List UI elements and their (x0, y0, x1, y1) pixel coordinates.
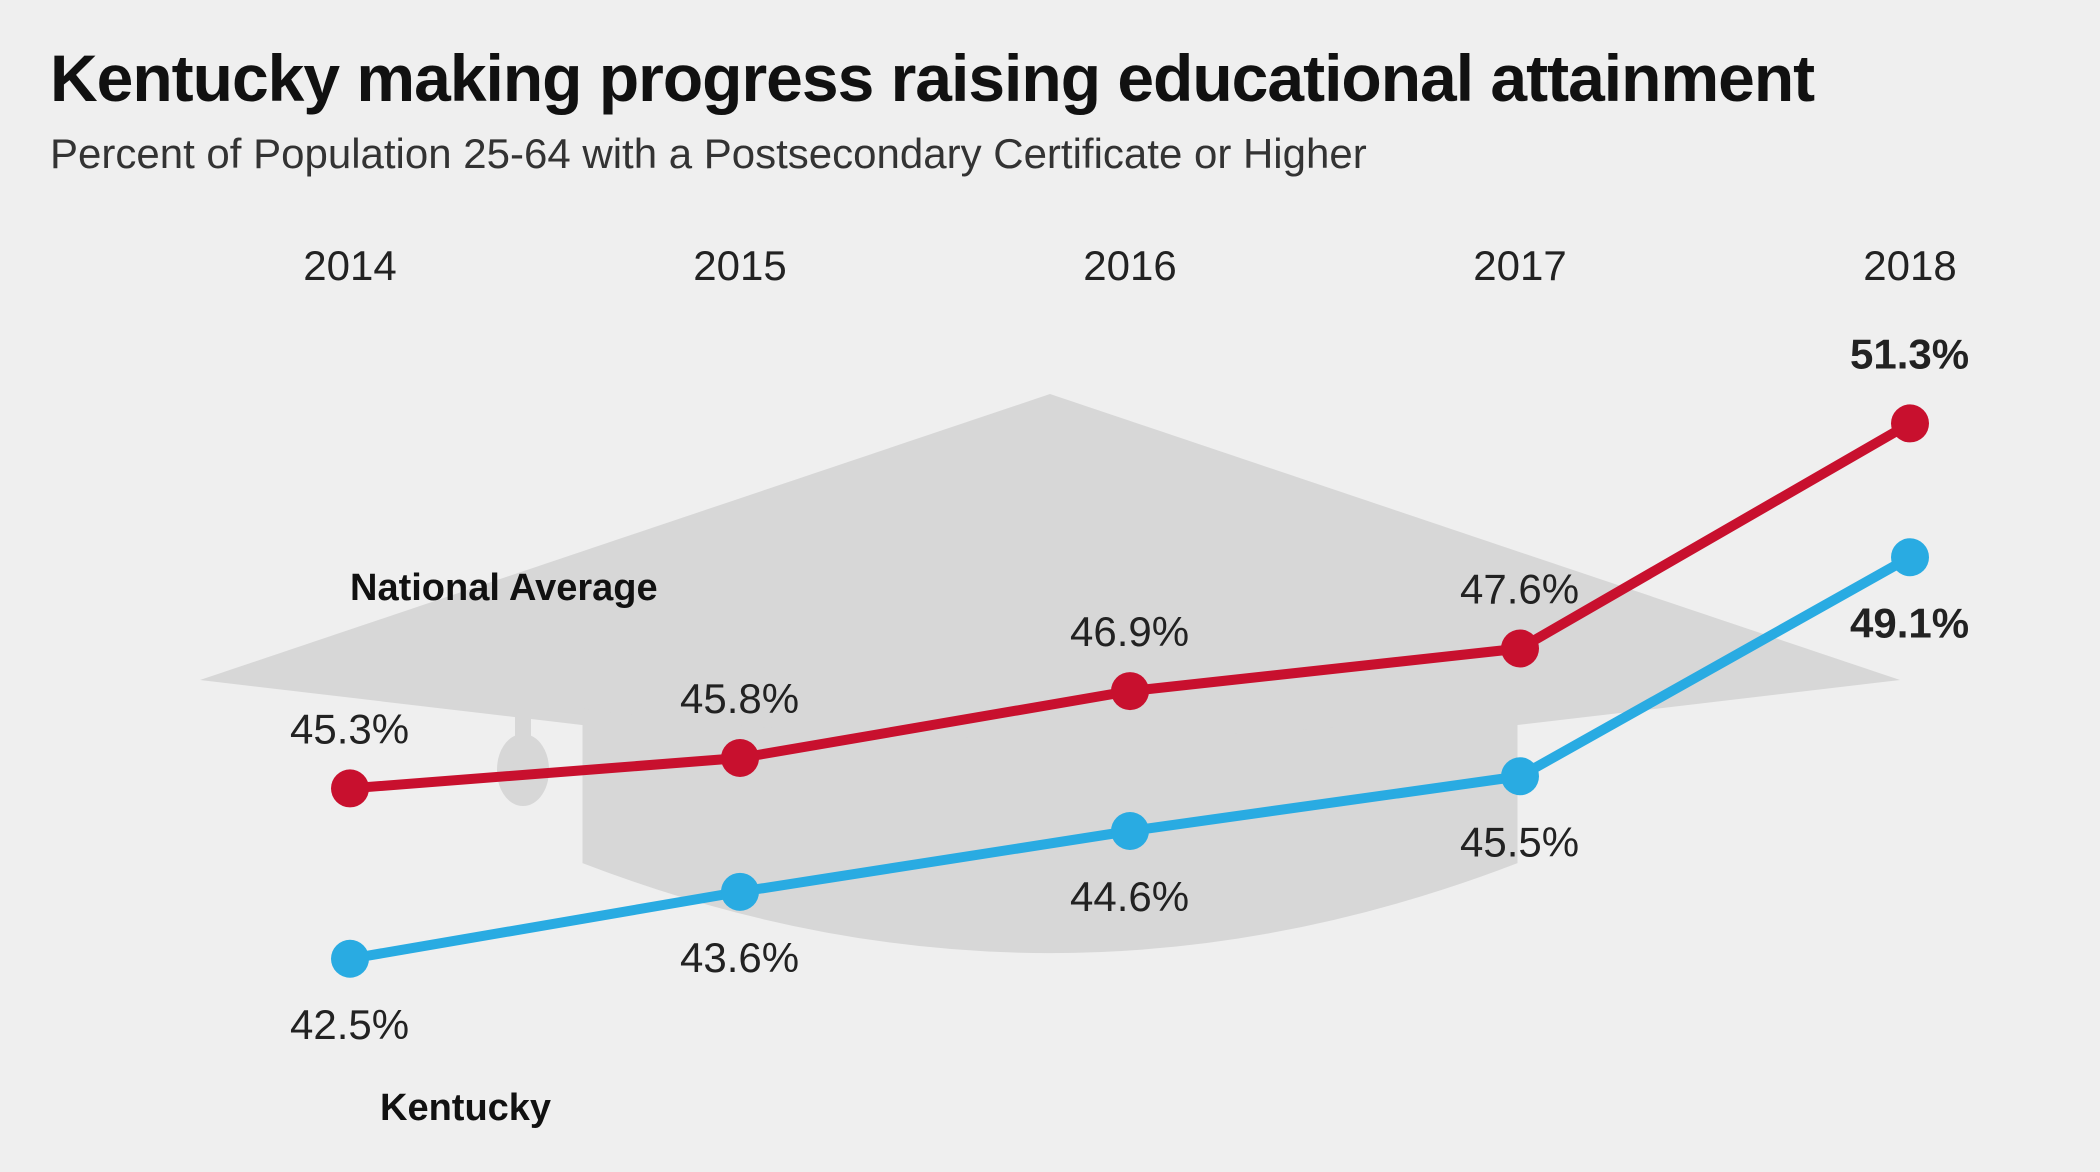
data-point (1891, 404, 1929, 442)
value-label: 46.9% (1070, 608, 1189, 655)
x-axis-years: 2014 2015 2016 2017 2018 (303, 242, 1956, 289)
value-label: 45.8% (680, 675, 799, 722)
value-label: 47.6% (1460, 566, 1579, 613)
year-label: 2015 (693, 242, 786, 289)
graduation-cap-icon (200, 394, 1900, 953)
year-label: 2014 (303, 242, 396, 289)
data-point (1111, 672, 1149, 710)
series-name-label: Kentucky (380, 1087, 551, 1129)
data-point (721, 739, 759, 777)
year-label: 2018 (1863, 242, 1956, 289)
data-point (1501, 757, 1539, 795)
value-label: 51.3% (1850, 330, 1969, 377)
series-name-label: National Average (350, 567, 658, 609)
data-point (1111, 812, 1149, 850)
data-point (721, 873, 759, 911)
line-chart: 2014 2015 2016 2017 2018 45.3% 45.8% 46.9% 47.6… (0, 0, 2100, 1172)
year-label: 2016 (1083, 242, 1176, 289)
value-label: 43.6% (680, 934, 799, 981)
year-label: 2017 (1473, 242, 1566, 289)
value-label: 49.1% (1850, 599, 1969, 646)
value-label: 45.3% (290, 705, 409, 752)
data-point (331, 769, 369, 807)
value-label: 42.5% (290, 1001, 409, 1048)
data-point (1501, 630, 1539, 668)
data-point (331, 940, 369, 978)
value-label: 44.6% (1070, 873, 1189, 920)
value-label: 45.5% (1460, 818, 1579, 865)
data-point (1891, 538, 1929, 576)
